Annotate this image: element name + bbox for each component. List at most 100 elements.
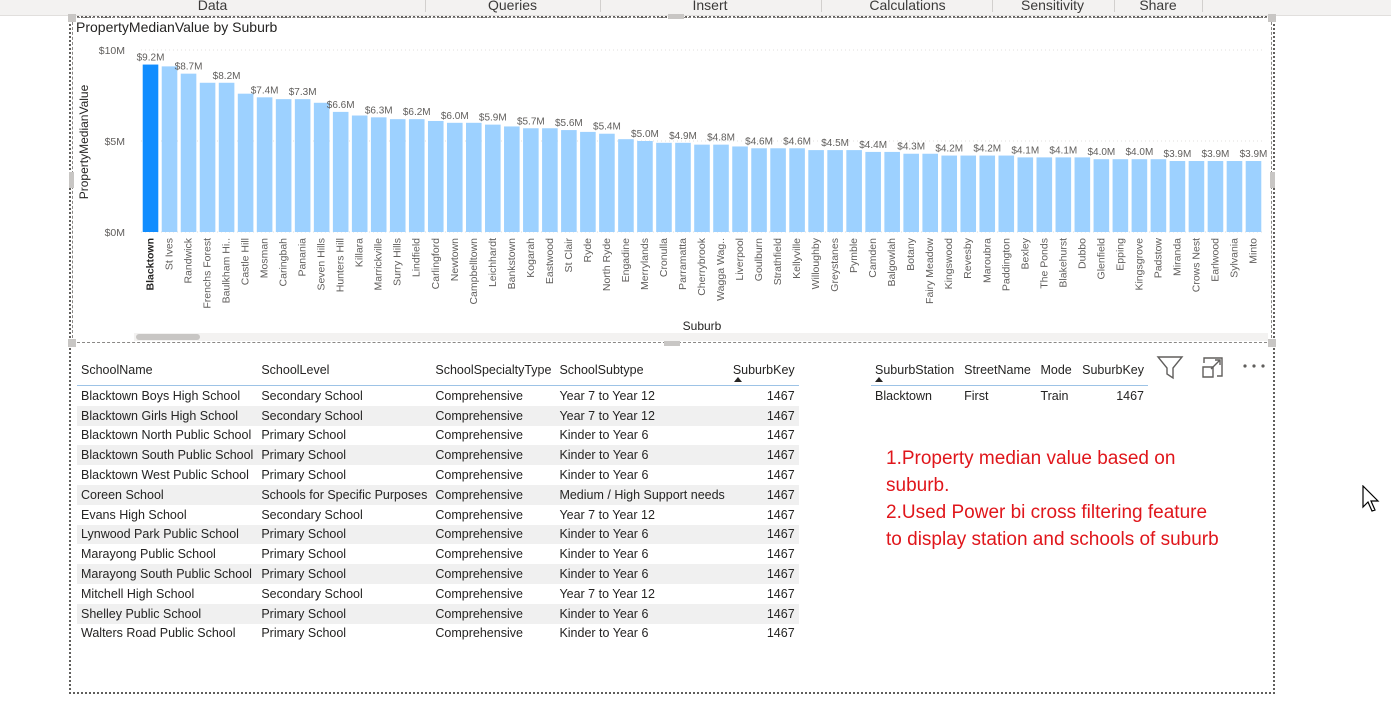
chart-bar[interactable] bbox=[694, 144, 710, 232]
chart-bar[interactable] bbox=[237, 93, 254, 233]
chart-bar[interactable] bbox=[389, 119, 406, 232]
chart-bar[interactable] bbox=[1226, 161, 1243, 232]
chart-bar[interactable] bbox=[618, 139, 634, 232]
chart-bar[interactable] bbox=[542, 128, 558, 232]
column-header-school-level[interactable]: SchoolLevel bbox=[257, 355, 432, 386]
chart-bar[interactable] bbox=[637, 141, 653, 232]
chart-scrollbar-thumb[interactable] bbox=[136, 334, 200, 340]
table-row[interactable]: Marayong Public School Primary School Comp… bbox=[77, 544, 799, 564]
chart-bar[interactable] bbox=[599, 133, 615, 232]
chart-bar[interactable] bbox=[884, 151, 900, 232]
chart-bar[interactable] bbox=[1150, 159, 1167, 232]
chart-bar[interactable] bbox=[827, 150, 843, 232]
chart-bar[interactable] bbox=[332, 111, 349, 232]
table-row[interactable]: Marayong South Public School Primary Scho… bbox=[77, 564, 799, 584]
column-header-specialty-type[interactable]: SchoolSpecialtyType bbox=[431, 355, 556, 386]
chart-bar[interactable] bbox=[504, 126, 520, 232]
chart-bar[interactable] bbox=[1169, 161, 1186, 232]
chart-scroll-track[interactable] bbox=[134, 333, 1268, 341]
chart-bar[interactable] bbox=[1188, 161, 1205, 232]
ribbon-tab-sensitivity[interactable]: Sensitivity bbox=[1020, 0, 1085, 13]
chart-bar[interactable] bbox=[523, 128, 539, 232]
chart-bar[interactable] bbox=[979, 155, 996, 232]
chart-bar[interactable] bbox=[294, 99, 311, 232]
chart-bar[interactable] bbox=[161, 66, 178, 232]
focus-mode-icon[interactable] bbox=[1199, 354, 1227, 387]
chart-bar[interactable] bbox=[846, 150, 862, 232]
table-row[interactable]: Evans High School Secondary School Compreh… bbox=[77, 505, 799, 525]
chart-bar[interactable] bbox=[351, 115, 368, 232]
resize-handle[interactable] bbox=[69, 172, 74, 188]
chart-bar[interactable] bbox=[580, 131, 596, 232]
chart-bar[interactable] bbox=[313, 102, 330, 232]
chart-bar[interactable] bbox=[808, 150, 824, 232]
resize-handle[interactable] bbox=[68, 14, 76, 22]
chart-bar[interactable] bbox=[485, 124, 501, 232]
more-options-icon[interactable] bbox=[1241, 354, 1269, 387]
chart-bar[interactable] bbox=[1207, 161, 1224, 232]
table-row[interactable]: Blacktown North Public School Primary Sch… bbox=[77, 426, 799, 446]
chart-bar[interactable] bbox=[180, 73, 197, 232]
chart-bar[interactable] bbox=[408, 119, 425, 232]
chart-bar[interactable] bbox=[789, 148, 805, 232]
column-header-school-name[interactable]: SchoolName bbox=[77, 355, 258, 386]
chart-bar[interactable] bbox=[1131, 159, 1148, 232]
chart-bar[interactable] bbox=[1036, 157, 1053, 232]
table-row[interactable]: Blacktown South Public School Primary Sch… bbox=[77, 445, 799, 466]
resize-handle[interactable] bbox=[1270, 172, 1275, 188]
chart-bar[interactable] bbox=[941, 155, 958, 232]
chart-bar[interactable] bbox=[465, 122, 482, 232]
chart-bar[interactable] bbox=[218, 82, 235, 232]
resize-handle[interactable] bbox=[664, 341, 680, 346]
chart-bar[interactable] bbox=[1093, 159, 1110, 232]
ribbon-tab-insert[interactable]: Insert bbox=[692, 0, 728, 13]
chart-bar[interactable] bbox=[713, 144, 729, 232]
resize-handle[interactable] bbox=[1268, 14, 1276, 22]
column-header-mode[interactable]: Mode bbox=[1036, 355, 1077, 386]
resize-handle[interactable] bbox=[668, 14, 684, 19]
table-row[interactable]: Lynwood Park Public School Primary School… bbox=[77, 524, 799, 545]
chart-bar[interactable] bbox=[770, 148, 786, 232]
table-row[interactable]: Blacktown Girls High School Secondary Sch… bbox=[77, 405, 799, 426]
chart-bar[interactable] bbox=[1112, 159, 1129, 232]
chart-bar[interactable] bbox=[865, 151, 881, 232]
table-row[interactable]: Blacktown Boys High School Secondary Scho… bbox=[77, 386, 799, 406]
chart-bar[interactable] bbox=[1074, 157, 1091, 232]
ribbon-tab-queries[interactable]: Queries bbox=[487, 0, 538, 13]
chart-bar[interactable] bbox=[1245, 161, 1262, 232]
column-header-suburb-station[interactable]: SuburbStation bbox=[871, 355, 961, 386]
chart-bar[interactable] bbox=[446, 122, 463, 232]
chart-bar[interactable] bbox=[732, 146, 748, 232]
chart-bar[interactable] bbox=[675, 142, 691, 232]
resize-handle[interactable] bbox=[68, 339, 76, 347]
chart-bar[interactable] bbox=[751, 148, 767, 232]
column-header-street-name[interactable]: StreetName bbox=[960, 355, 1037, 386]
chart-bar[interactable] bbox=[561, 130, 577, 232]
chart-bar[interactable] bbox=[998, 155, 1015, 232]
chart-bar[interactable] bbox=[256, 97, 273, 232]
table-row[interactable]: Mitchell High School Secondary School Comp… bbox=[77, 584, 799, 604]
table-row[interactable]: Blacktown West Public School Primary Scho… bbox=[77, 465, 799, 485]
table-row[interactable]: Walters Road Public School Primary School… bbox=[77, 624, 799, 644]
column-header-school-subtype[interactable]: SchoolSubtype bbox=[555, 355, 729, 386]
table-row[interactable]: Blacktown First Train 1467 bbox=[871, 386, 1148, 406]
ribbon-tab-data[interactable]: Data bbox=[197, 0, 228, 13]
chart-bar[interactable] bbox=[922, 153, 939, 232]
chart-bar[interactable] bbox=[370, 117, 387, 232]
column-header-suburb-key[interactable]: SuburbKey bbox=[1076, 355, 1148, 386]
chart-bar[interactable] bbox=[1017, 157, 1034, 232]
chart-bar[interactable] bbox=[275, 99, 292, 232]
resize-handle[interactable] bbox=[1268, 339, 1276, 347]
chart-bar[interactable] bbox=[656, 142, 672, 232]
chart-bar[interactable] bbox=[903, 153, 919, 232]
chart-bar[interactable] bbox=[427, 120, 444, 232]
table-row[interactable]: Coreen School Schools for Specific Purpos… bbox=[77, 484, 799, 505]
chart-bar[interactable] bbox=[142, 64, 159, 232]
chart-bar[interactable] bbox=[960, 155, 977, 232]
chart-bar[interactable] bbox=[199, 82, 216, 232]
chart-bar[interactable] bbox=[1055, 157, 1072, 232]
filter-icon[interactable] bbox=[1155, 354, 1185, 387]
ribbon-tab-share[interactable]: Share bbox=[1139, 0, 1177, 13]
table-row[interactable]: Shelley Public School Primary School Compr… bbox=[77, 603, 799, 624]
ribbon-tab-calculations[interactable]: Calculations bbox=[869, 0, 946, 13]
